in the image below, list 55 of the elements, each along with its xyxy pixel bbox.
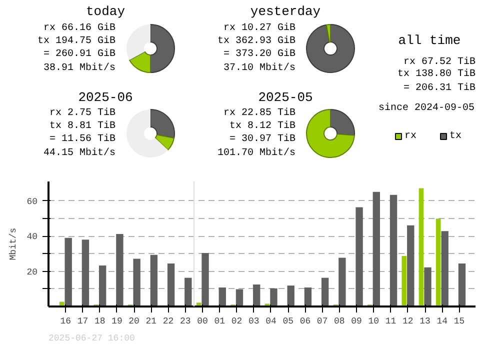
x-tick-label: 17 <box>77 316 88 326</box>
chart-title: 2025-05 <box>258 90 313 105</box>
text: 37.10 Mbit/s <box>223 62 296 74</box>
y-tick-label: 40 <box>26 232 38 242</box>
text: = 30.97 TiB <box>229 133 296 145</box>
x-tick-label: 04 <box>266 316 276 326</box>
x-tick-label: 02 <box>231 316 242 326</box>
text: tx 8.81 TiB <box>49 120 116 132</box>
legend-label: rx <box>404 131 417 142</box>
x-tick-label: 03 <box>248 316 260 326</box>
text: rx 66.16 GiB <box>43 22 116 34</box>
text: = 373.20 GiB <box>223 48 296 60</box>
x-tick-label: 01 <box>214 316 226 326</box>
x-tick-label: 11 <box>385 316 396 326</box>
legend-label: tx <box>450 131 462 142</box>
x-tick-label: 19 <box>112 316 122 326</box>
y-axis-title: Mbit/s <box>8 228 19 260</box>
x-tick-label: 16 <box>60 316 72 326</box>
text: = 206.31 TiB <box>403 82 476 94</box>
chart-title: yesterday <box>250 4 321 19</box>
x-tick-label: 13 <box>420 316 430 326</box>
x-tick-label: 00 <box>197 316 208 326</box>
x-tick-label: 15 <box>454 316 465 326</box>
x-tick-label: 06 <box>300 316 311 326</box>
text: rx 2.75 TiB <box>49 107 116 119</box>
text: rx 10.27 GiB <box>223 22 296 34</box>
text: 38.91 Mbit/s <box>43 62 116 74</box>
text: tx 362.93 GiB <box>217 35 296 47</box>
text: = 11.56 TiB <box>49 133 116 145</box>
x-tick-label: 08 <box>334 316 345 326</box>
text: tx 8.12 TiB <box>229 120 296 132</box>
text: 44.15 Mbit/s <box>43 147 116 159</box>
x-tick-label: 12 <box>402 316 414 326</box>
text: rx 22.85 TiB <box>223 107 296 119</box>
text: = 260.91 GiB <box>43 48 116 60</box>
x-tick-label: 22 <box>162 316 174 326</box>
x-tick-label: 09 <box>351 316 362 326</box>
x-tick-label: 07 <box>316 316 328 326</box>
x-tick-label: 20 <box>128 316 140 326</box>
x-tick-label: 21 <box>146 316 157 326</box>
chart-title: 2025-06 <box>78 90 133 105</box>
text: tx 194.75 GiB <box>37 35 116 47</box>
text: since 2024-09-05 <box>378 102 475 114</box>
text: 101.70 Mbit/s <box>217 147 296 159</box>
chart-title: today <box>86 4 126 19</box>
x-tick-label: 14 <box>436 316 448 326</box>
x-tick-label: 18 <box>94 316 106 326</box>
text: rx 67.52 TiB <box>403 56 476 68</box>
text: all time <box>398 33 461 48</box>
x-tick-label: 10 <box>368 316 380 326</box>
text: tx 138.80 TiB <box>397 68 476 80</box>
x-tick-label: 05 <box>282 316 294 326</box>
y-tick-label: 60 <box>26 196 38 207</box>
x-tick-label: 23 <box>180 316 191 326</box>
y-tick-label: 20 <box>26 267 38 278</box>
